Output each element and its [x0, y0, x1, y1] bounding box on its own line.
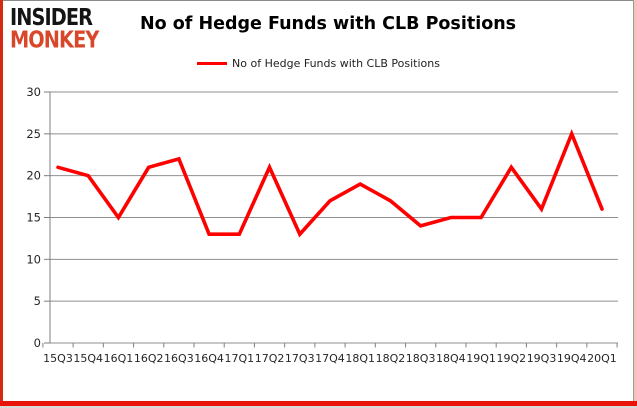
series-line — [56, 128, 604, 238]
x-tick-label: 17Q3 — [285, 352, 315, 365]
x-tick-label: 17Q4 — [315, 352, 345, 365]
chart-legend: No of Hedge Funds with CLB Positions — [0, 57, 637, 70]
y-tick-label: 20 — [26, 169, 41, 183]
x-tick-label: 15Q3 — [43, 352, 73, 365]
chart-title: No of Hedge Funds with CLB Positions — [140, 14, 517, 34]
border-left-red — [0, 0, 3, 408]
border-right-pink — [634, 0, 637, 408]
x-tick-label: 20Q1 — [587, 352, 617, 365]
legend-line-swatch — [197, 62, 228, 65]
y-axis-labels: 0 5 10 15 20 25 30 — [26, 85, 41, 350]
y-tick-label: 10 — [26, 252, 41, 266]
x-tick-label: 19Q4 — [557, 352, 587, 365]
logo-line-insider: INSIDER — [10, 3, 93, 31]
y-tick-label: 30 — [26, 85, 41, 99]
x-tick-label: 16Q4 — [194, 352, 224, 365]
border-bottom-red — [0, 401, 637, 406]
y-tick-label: 25 — [26, 127, 41, 141]
x-tick-label: 19Q2 — [496, 352, 526, 365]
gridlines — [44, 91, 618, 344]
x-axis-ticks — [42, 343, 618, 348]
x-axis-labels: 15Q3 15Q4 16Q1 16Q2 16Q3 16Q4 17Q1 17Q2 17Q3 17Q4… — [43, 352, 617, 365]
border-top — [2, 0, 633, 1]
legend-label: No of Hedge Funds with CLB Positions — [232, 57, 440, 70]
insider-monkey-logo: INSIDER MONKEY — [10, 3, 120, 53]
border-bottom-shadow — [0, 406, 637, 408]
x-tick-label: 16Q3 — [164, 352, 194, 365]
y-tick-label: 0 — [34, 336, 41, 350]
x-tick-label: 16Q2 — [134, 352, 164, 365]
x-tick-label: 16Q1 — [104, 352, 134, 365]
x-tick-label: 18Q2 — [376, 352, 406, 365]
x-tick-label: 18Q4 — [436, 352, 466, 365]
x-tick-label: 19Q3 — [527, 352, 557, 365]
x-tick-label: 18Q3 — [406, 352, 436, 365]
border-right-gray — [633, 0, 634, 402]
x-tick-label: 19Q1 — [466, 352, 496, 365]
x-tick-label: 15Q4 — [73, 352, 103, 365]
logo-line-monkey: MONKEY — [10, 25, 99, 53]
x-tick-label: 18Q1 — [345, 352, 375, 365]
y-tick-label: 5 — [34, 294, 41, 308]
x-tick-label: 17Q1 — [224, 352, 254, 365]
x-tick-label: 17Q2 — [255, 352, 285, 365]
y-tick-label: 15 — [26, 211, 41, 225]
